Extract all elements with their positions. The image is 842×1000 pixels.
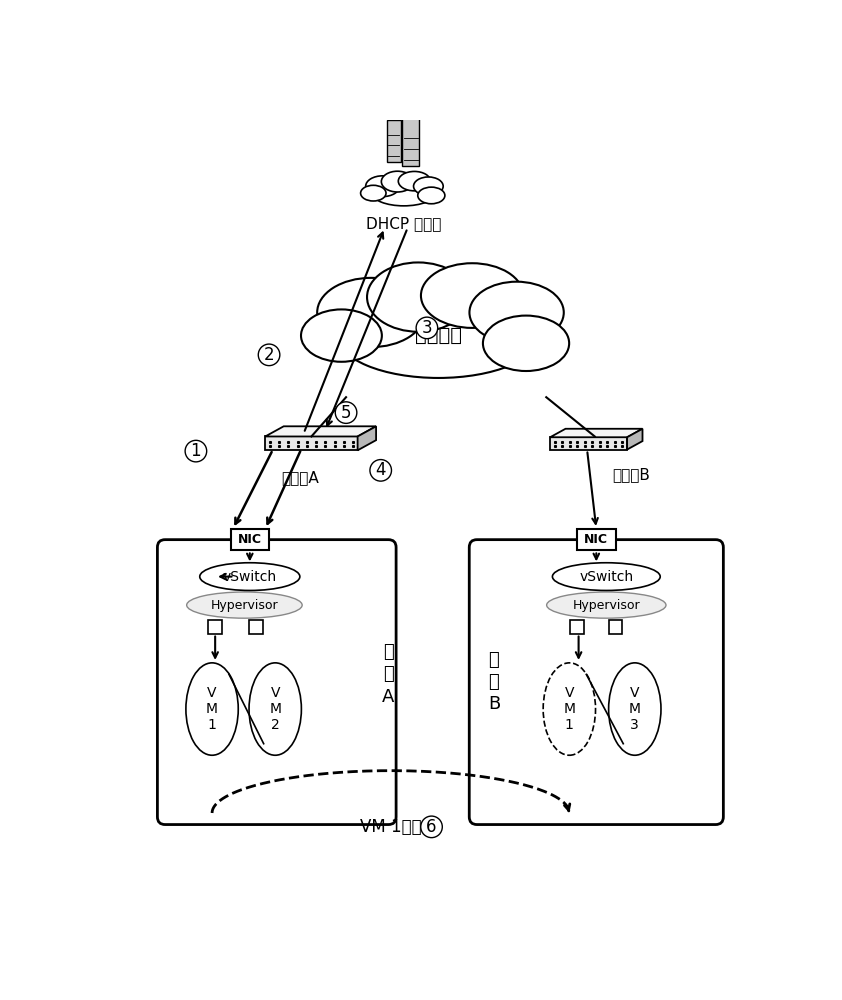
- Ellipse shape: [483, 316, 569, 371]
- Ellipse shape: [338, 293, 540, 378]
- Text: V
M
2: V M 2: [269, 686, 281, 732]
- Ellipse shape: [546, 592, 666, 618]
- Polygon shape: [265, 436, 358, 450]
- Text: VM 1迁移: VM 1迁移: [360, 818, 422, 836]
- Bar: [208, 620, 222, 634]
- FancyBboxPatch shape: [469, 540, 723, 825]
- Polygon shape: [550, 429, 642, 437]
- Bar: [609, 620, 622, 634]
- Ellipse shape: [200, 563, 300, 590]
- Circle shape: [416, 317, 438, 339]
- Text: 4: 4: [376, 461, 386, 479]
- Ellipse shape: [609, 663, 661, 755]
- Text: 5: 5: [341, 404, 351, 422]
- Text: 交换朼B: 交换朼B: [612, 467, 650, 482]
- Text: DHCP 服务器: DHCP 服务器: [366, 216, 441, 231]
- Ellipse shape: [186, 663, 238, 755]
- Bar: [231, 529, 269, 550]
- Ellipse shape: [367, 262, 470, 332]
- Polygon shape: [358, 426, 376, 450]
- Ellipse shape: [418, 187, 445, 204]
- Text: 1: 1: [190, 442, 201, 460]
- Text: NIC: NIC: [584, 533, 608, 546]
- Ellipse shape: [317, 278, 425, 347]
- Text: 2: 2: [264, 346, 274, 364]
- Text: 局域网络: 局域网络: [415, 326, 462, 345]
- Polygon shape: [550, 437, 627, 450]
- Bar: [402, 116, 419, 166]
- Bar: [570, 620, 584, 634]
- Ellipse shape: [552, 563, 660, 590]
- Polygon shape: [265, 426, 376, 436]
- Text: NIC: NIC: [237, 533, 262, 546]
- Circle shape: [185, 440, 206, 462]
- Ellipse shape: [398, 171, 430, 191]
- Text: 主
朼
B: 主 朼 B: [488, 651, 500, 713]
- Text: 6: 6: [426, 818, 437, 836]
- Ellipse shape: [421, 263, 524, 328]
- Circle shape: [258, 344, 280, 366]
- Text: V
M
3: V M 3: [629, 686, 641, 732]
- Text: vSwitch: vSwitch: [223, 570, 277, 584]
- Circle shape: [421, 816, 442, 838]
- Ellipse shape: [413, 177, 443, 195]
- Polygon shape: [627, 429, 642, 450]
- Text: V
M
1: V M 1: [563, 686, 575, 732]
- Text: 主
朼
A: 主 朼 A: [382, 643, 395, 706]
- Text: 交换朼A: 交换朼A: [281, 471, 319, 486]
- FancyBboxPatch shape: [157, 540, 396, 825]
- Bar: [386, 120, 401, 162]
- Ellipse shape: [249, 663, 301, 755]
- Text: vSwitch: vSwitch: [579, 570, 633, 584]
- Text: V
M
1: V M 1: [206, 686, 218, 732]
- Ellipse shape: [301, 309, 382, 362]
- Circle shape: [335, 402, 357, 423]
- Circle shape: [370, 460, 392, 481]
- Ellipse shape: [360, 185, 386, 201]
- Bar: [577, 529, 616, 550]
- Ellipse shape: [543, 663, 595, 755]
- Bar: [249, 620, 263, 634]
- Ellipse shape: [187, 592, 302, 618]
- Text: 3: 3: [422, 319, 432, 337]
- Ellipse shape: [470, 282, 564, 343]
- Text: Hypervisor: Hypervisor: [210, 599, 278, 612]
- Ellipse shape: [372, 180, 435, 206]
- Ellipse shape: [381, 171, 413, 192]
- Ellipse shape: [365, 176, 400, 197]
- Text: Hypervisor: Hypervisor: [573, 599, 640, 612]
